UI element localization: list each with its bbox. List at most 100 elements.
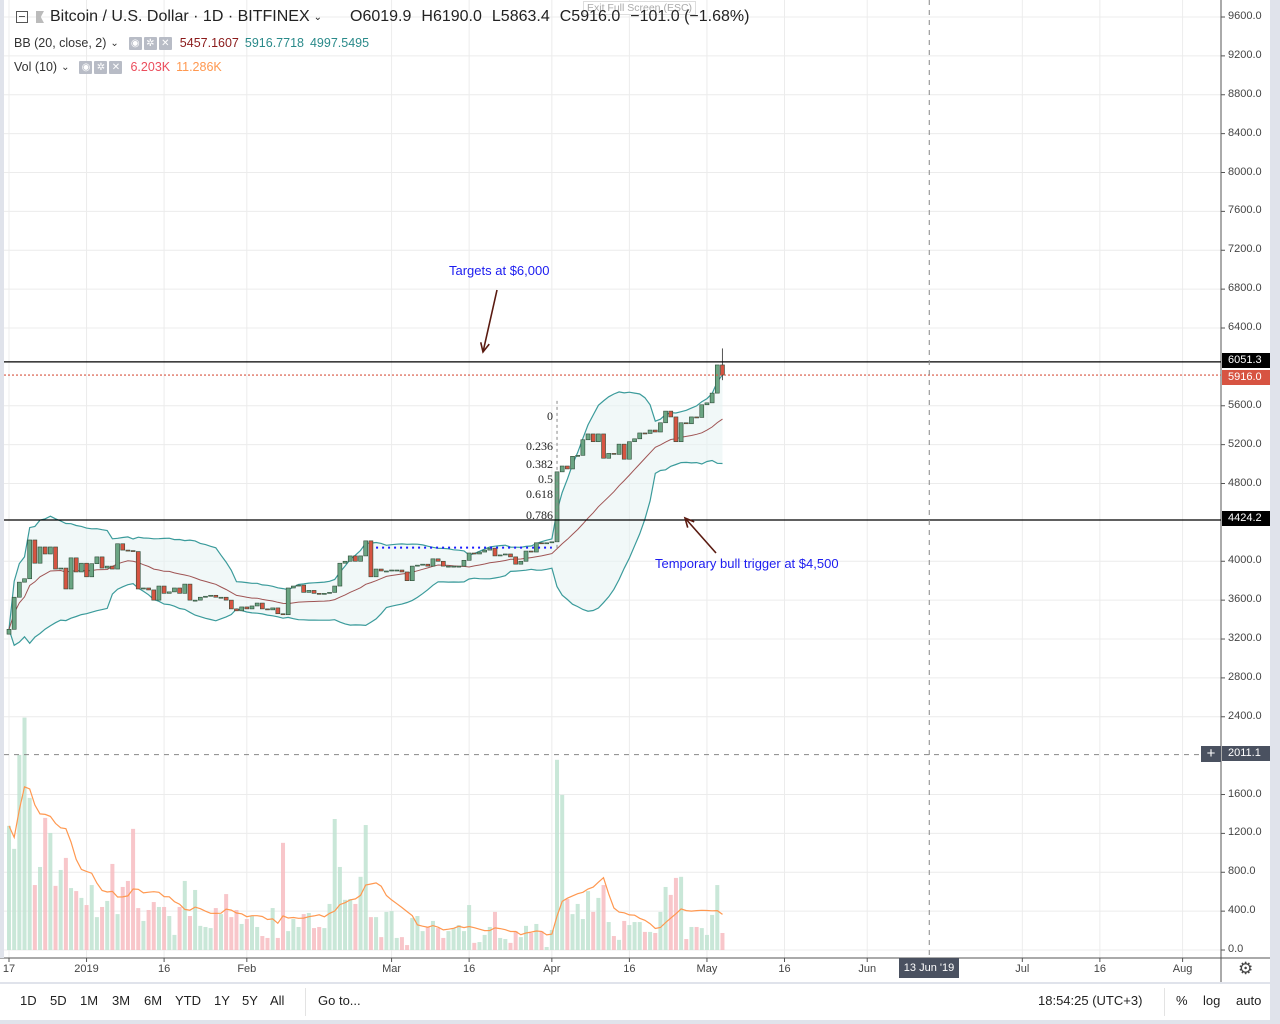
settings-gear-icon[interactable]: ⚙ bbox=[1238, 959, 1254, 978]
price-tick-label: 6800.0 bbox=[1228, 282, 1262, 295]
candle bbox=[218, 596, 224, 599]
vol-label[interactable]: Vol (10) bbox=[14, 60, 58, 74]
volume-bar bbox=[570, 914, 575, 950]
candle bbox=[627, 441, 632, 460]
annotation-targets[interactable]: Targets at $6,000 bbox=[449, 263, 550, 278]
range-1y-button[interactable]: 1Y bbox=[214, 993, 230, 1008]
candle bbox=[570, 455, 575, 470]
candle bbox=[404, 571, 410, 582]
candle bbox=[291, 585, 296, 589]
log-toggle[interactable]: log bbox=[1203, 993, 1221, 1008]
volume-bar bbox=[100, 906, 105, 950]
candle bbox=[104, 565, 110, 569]
candle bbox=[549, 541, 555, 544]
volume-bar bbox=[125, 880, 130, 950]
volume-bar bbox=[79, 897, 84, 950]
time-tick-label: 16 bbox=[463, 963, 476, 975]
volume-bar bbox=[343, 899, 348, 950]
price-chart-canvas[interactable] bbox=[0, 0, 1270, 982]
volume-bar bbox=[249, 916, 254, 950]
candle bbox=[384, 570, 389, 573]
percent-toggle[interactable]: % bbox=[1176, 993, 1188, 1008]
eye-icon[interactable]: ◉ bbox=[128, 36, 142, 50]
fib-level-0618: 0.618 bbox=[526, 487, 553, 501]
chevron-down-icon[interactable]: ⌄ bbox=[61, 61, 70, 73]
volume-bar bbox=[663, 886, 668, 950]
candle bbox=[606, 453, 612, 459]
candle bbox=[632, 438, 637, 443]
candle bbox=[601, 433, 606, 459]
collapse-icon[interactable] bbox=[16, 11, 28, 23]
range-5y-button[interactable]: 5Y bbox=[242, 993, 258, 1008]
candle bbox=[254, 602, 260, 607]
range-1d-button[interactable]: 1D bbox=[20, 993, 37, 1008]
candle bbox=[146, 587, 151, 591]
price-tick-label: 9200.0 bbox=[1228, 48, 1262, 61]
candle bbox=[322, 593, 327, 595]
volume-bar bbox=[405, 945, 410, 950]
gear-icon[interactable]: ✲ bbox=[143, 36, 157, 50]
annotation-bull-trigger[interactable]: Temporary bull trigger at $4,500 bbox=[655, 556, 839, 571]
candle bbox=[197, 596, 203, 601]
range-5d-button[interactable]: 5D bbox=[50, 993, 67, 1008]
volume-bar bbox=[591, 911, 596, 950]
crosshair-plus-button[interactable]: + bbox=[1201, 746, 1221, 762]
candle bbox=[590, 433, 596, 443]
range-6m-button[interactable]: 6M bbox=[144, 993, 163, 1008]
close-icon[interactable]: ✕ bbox=[109, 60, 123, 74]
candle bbox=[6, 628, 12, 635]
candle bbox=[332, 585, 338, 593]
candle bbox=[508, 553, 513, 558]
volume-bar bbox=[218, 914, 223, 950]
volume-bar bbox=[312, 928, 317, 950]
symbol-title[interactable]: Bitcoin / U.S. Dollar · 1D · BITFINEX bbox=[50, 8, 310, 25]
candle bbox=[368, 540, 374, 578]
time-tick-label: Feb bbox=[237, 963, 257, 975]
candle bbox=[559, 465, 565, 473]
volume-bar bbox=[508, 942, 513, 950]
chart-area[interactable]: Exit Full Screen (ESC) Bitcoin / U.S. Do… bbox=[0, 0, 1270, 982]
volume-bar bbox=[565, 899, 570, 950]
candle bbox=[420, 563, 425, 566]
volume-bar bbox=[492, 911, 497, 950]
volume-bar bbox=[317, 926, 322, 950]
range-ytd-button[interactable]: YTD bbox=[175, 993, 201, 1008]
candle bbox=[223, 596, 229, 601]
candle bbox=[652, 429, 658, 433]
clock-timezone[interactable]: 18:54:25 (UTC+3) bbox=[1038, 993, 1143, 1008]
candle bbox=[394, 569, 400, 572]
volume-bar bbox=[120, 886, 125, 950]
chevron-down-icon[interactable]: ⌄ bbox=[313, 11, 322, 23]
volume-bar bbox=[239, 923, 244, 950]
candle bbox=[720, 364, 725, 376]
candle bbox=[32, 539, 38, 564]
candle bbox=[187, 583, 193, 601]
low-label: L bbox=[491, 8, 501, 25]
candle bbox=[275, 607, 281, 615]
volume-bar bbox=[48, 832, 53, 950]
close-icon[interactable]: ✕ bbox=[158, 36, 172, 50]
volume-bar bbox=[74, 891, 79, 950]
auto-toggle[interactable]: auto bbox=[1236, 993, 1262, 1008]
time-tick-label: 16 bbox=[1093, 963, 1106, 975]
range-1m-button[interactable]: 1M bbox=[80, 993, 99, 1008]
candle bbox=[440, 560, 446, 567]
candle bbox=[621, 443, 627, 460]
volume-bar bbox=[63, 857, 68, 950]
range-all-button[interactable]: All bbox=[270, 993, 285, 1008]
candle bbox=[234, 608, 239, 612]
range-3m-button[interactable]: 3M bbox=[112, 993, 131, 1008]
volume-bar bbox=[648, 931, 653, 950]
price-tick-label: 4000.0 bbox=[1228, 554, 1262, 567]
candle bbox=[435, 558, 441, 562]
gear-icon[interactable]: ✲ bbox=[94, 60, 108, 74]
volume-bar bbox=[642, 931, 647, 950]
candle bbox=[203, 595, 208, 598]
eye-icon[interactable]: ◉ bbox=[79, 60, 93, 74]
candle bbox=[79, 562, 84, 573]
bb-label[interactable]: BB (20, close, 2) bbox=[14, 36, 107, 50]
price-tick-label: 9600.0 bbox=[1228, 10, 1262, 22]
volume-bar bbox=[105, 900, 110, 950]
chevron-down-icon[interactable]: ⌄ bbox=[110, 37, 119, 49]
goto-button[interactable]: Go to... bbox=[318, 993, 361, 1008]
